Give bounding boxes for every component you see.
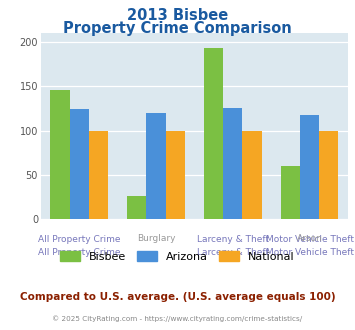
- Bar: [165, 131, 185, 219]
- Text: Larceny & Theft: Larceny & Theft: [197, 248, 269, 257]
- Text: All Property Crime: All Property Crime: [38, 235, 120, 244]
- Text: Property Crime Comparison: Property Crime Comparison: [63, 21, 292, 36]
- Text: Motor Vehicle Theft: Motor Vehicle Theft: [266, 248, 354, 257]
- Bar: [89, 131, 108, 219]
- Legend: Bisbee, Arizona, National: Bisbee, Arizona, National: [56, 247, 299, 267]
- Text: 2013 Bisbee: 2013 Bisbee: [127, 8, 228, 23]
- Text: Arson: Arson: [297, 234, 322, 243]
- Bar: [281, 166, 300, 219]
- Text: Compared to U.S. average. (U.S. average equals 100): Compared to U.S. average. (U.S. average …: [20, 292, 335, 302]
- Text: All Property Crime: All Property Crime: [38, 248, 120, 257]
- Bar: [50, 90, 70, 219]
- Bar: [70, 109, 89, 219]
- Bar: [319, 131, 338, 219]
- Text: Burglary: Burglary: [137, 234, 175, 243]
- Bar: [146, 113, 165, 219]
- Bar: [127, 196, 146, 219]
- Bar: [300, 115, 319, 219]
- Bar: [223, 108, 242, 219]
- Bar: [242, 131, 262, 219]
- Text: © 2025 CityRating.com - https://www.cityrating.com/crime-statistics/: © 2025 CityRating.com - https://www.city…: [53, 315, 302, 322]
- Text: Larceny & Theft: Larceny & Theft: [197, 235, 269, 244]
- Bar: [204, 48, 223, 219]
- Text: Motor Vehicle Theft: Motor Vehicle Theft: [266, 235, 354, 244]
